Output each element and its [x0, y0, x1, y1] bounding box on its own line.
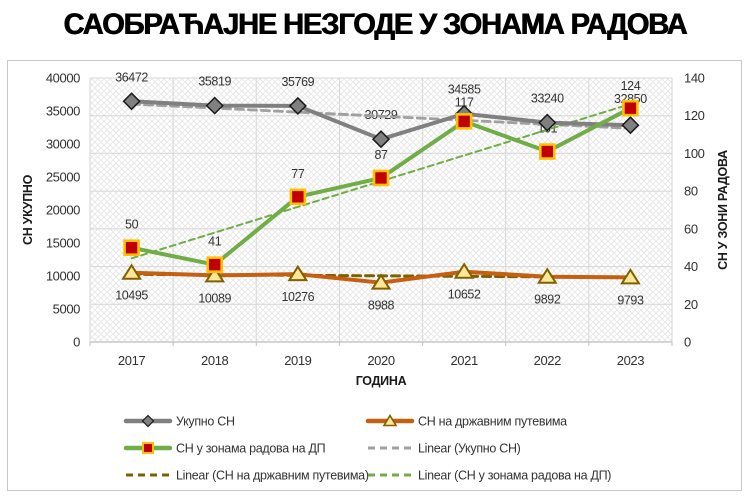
- x-axis-category-label: 2020: [367, 353, 394, 368]
- left-axis-tick-label: 15000: [46, 236, 80, 251]
- data-label: 33240: [531, 92, 564, 106]
- data-label: 41: [208, 235, 222, 249]
- legend-item-label: СН на државним путевима: [418, 415, 567, 429]
- square-marker: [372, 169, 390, 187]
- left-axis-tick-label: 35000: [46, 104, 80, 119]
- data-label: 9793: [617, 293, 644, 307]
- diamond-marker: [205, 96, 224, 115]
- left-axis-title: СН УКУПНО: [21, 174, 35, 245]
- right-axis-tick-label: 60: [684, 221, 698, 236]
- diamond-marker: [288, 96, 307, 115]
- square-marker: [206, 256, 224, 273]
- diamond-marker: [371, 130, 391, 149]
- data-label: 36472: [115, 70, 148, 84]
- data-label: 10089: [198, 291, 231, 305]
- x-axis-category-label: 2023: [617, 353, 644, 368]
- triangle-marker: [204, 266, 226, 283]
- data-label: 77: [291, 167, 305, 181]
- x-axis-category-label: 2022: [534, 353, 561, 368]
- triangle-marker: [121, 263, 142, 280]
- data-label: 10652: [448, 288, 481, 302]
- square-marker: [622, 99, 639, 117]
- right-axis-tick-label: 100: [684, 146, 705, 161]
- triangle-marker: [370, 273, 392, 290]
- left-axis-tick-label: 25000: [46, 170, 80, 185]
- right-axis-tick-label: 120: [684, 108, 705, 123]
- data-label: 124: [621, 79, 641, 93]
- left-axis-tick-label: 40000: [46, 71, 80, 86]
- x-axis-category-label: 2017: [118, 353, 145, 368]
- right-axis-tick-label: 40: [684, 259, 698, 274]
- triangle-marker: [287, 264, 309, 282]
- triangle-marker: [620, 267, 641, 285]
- data-label: 10495: [115, 289, 148, 303]
- chart-title: САОБРАЋАЈНЕ НЕЗГОДЕ У ЗОНАМА РАДОВА: [63, 8, 688, 41]
- data-label: 117: [455, 95, 474, 109]
- legend-item-label: Linear (СН на државним путевима): [176, 469, 369, 483]
- square-marker: [538, 143, 556, 160]
- legend-item-label: Укупно СН: [176, 415, 235, 429]
- right-axis-tick-label: 80: [684, 184, 698, 199]
- left-axis-tick-label: 10000: [46, 269, 80, 284]
- left-axis-tick-label: 30000: [46, 137, 80, 152]
- diamond-marker: [538, 113, 557, 132]
- legend-item: Linear (СН у зонама радова на ДП): [368, 469, 612, 483]
- square-marker: [123, 239, 140, 257]
- legend-item-label: СН у зонама радова на ДП: [176, 442, 325, 456]
- x-axis-title: ГОДИНА: [356, 374, 407, 388]
- legend-square-icon: [142, 442, 154, 454]
- legend-item: Укупно СН: [123, 414, 235, 429]
- legend-item-label: Linear (СН у зонама радова на ДП): [418, 469, 611, 483]
- data-label: 8988: [368, 299, 395, 313]
- left-axis-tick-label: 20000: [46, 203, 80, 218]
- chart-plot: 0 5000 10000 15000 20000 25000 30000 35000 40000…: [21, 70, 730, 483]
- data-label: 50: [125, 218, 139, 232]
- legend-item: Linear (СН на државним путевима): [126, 469, 369, 483]
- right-axis-tick-label: 20: [684, 297, 698, 312]
- triangle-marker: [453, 262, 475, 279]
- x-axis-category-label: 2021: [450, 353, 477, 368]
- data-label: 34585: [448, 83, 481, 97]
- legend-item: СН у зонама радова на ДП: [123, 442, 326, 456]
- right-axis-tick-label: 0: [684, 335, 691, 350]
- data-label: 10276: [281, 290, 314, 304]
- data-label: 35769: [281, 75, 314, 89]
- right-axis-title: СН У ЗОНИ РАДОВА: [716, 150, 730, 270]
- right-axis-tick-label: 140: [684, 71, 705, 86]
- data-label: 35819: [198, 75, 231, 89]
- square-marker: [289, 188, 307, 206]
- data-label: 9892: [534, 293, 561, 307]
- left-axis-tick-label: 5000: [53, 302, 80, 317]
- x-axis-category-label: 2018: [201, 353, 228, 368]
- chart-card: 0 5000 10000 15000 20000 25000 30000 35000 40000…: [7, 60, 742, 491]
- data-label: 87: [374, 148, 388, 162]
- triangle-marker: [536, 267, 558, 284]
- left-axis-tick-label: 0: [73, 335, 80, 350]
- legend-item-label: Linear (Укупно СН): [418, 442, 521, 456]
- diamond-marker: [621, 116, 640, 135]
- x-axis-category-label: 2019: [284, 353, 311, 368]
- legend-item: Linear (Укупно СН): [368, 442, 521, 456]
- legend-diamond-icon: [141, 414, 155, 428]
- legend-triangle-icon: [382, 413, 398, 427]
- diamond-marker: [122, 92, 141, 111]
- legend-item: СН на државним путевима: [365, 413, 567, 429]
- square-marker: [455, 113, 473, 130]
